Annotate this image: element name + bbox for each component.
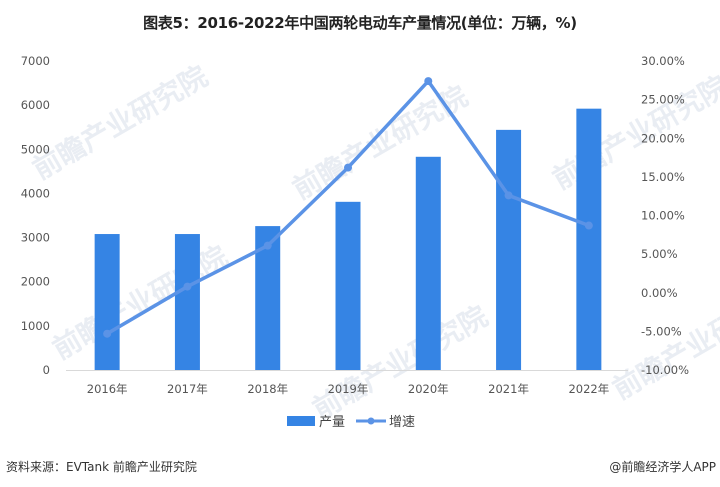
right-axis-tick: 10.00%	[641, 209, 685, 223]
growth-point	[263, 241, 272, 250]
left-axis-tick: 3000	[21, 231, 50, 245]
right-axis-tick: 0.00%	[641, 286, 678, 300]
left-axis-tick: 0	[43, 363, 50, 377]
x-axis-tick: 2021年	[488, 382, 529, 396]
left-axis: 0 1000 2000 3000 4000 5000 6000 7000	[21, 54, 50, 377]
watermark-text: 前瞻产业研究院	[27, 59, 213, 186]
bar-series-production	[94, 108, 602, 370]
right-axis-tick: 20.00%	[641, 131, 685, 145]
legend-line-label: 增速	[389, 415, 415, 430]
x-axis-tick: 2016年	[87, 382, 128, 396]
legend-bar-swatch	[287, 416, 315, 426]
left-axis-tick: 5000	[21, 142, 50, 156]
chart-title: 图表5：2016-2022年中国两轮电动车产量情况(单位：万辆，%)	[143, 14, 577, 32]
bar	[335, 201, 361, 370]
right-axis-tick: 5.00%	[641, 247, 678, 261]
watermark-layer: 前瞻产业研究院 前瞻产业研究院前瞻产业研究院前瞻产业研究院前瞻产业研究院前瞻产业研…	[27, 59, 720, 426]
watermark-text: 前瞻产业研究院	[47, 239, 233, 366]
right-axis-tick: -5.00%	[641, 324, 682, 338]
growth-point	[504, 191, 513, 200]
legend-bar-label: 产量	[319, 415, 345, 430]
bar	[496, 129, 522, 370]
bar	[174, 234, 200, 370]
x-axis-tick: 2017年	[167, 382, 208, 396]
left-axis-tick: 1000	[21, 319, 50, 333]
watermark-text: 前瞻产业研究院	[307, 299, 493, 426]
right-axis-tick: 30.00%	[641, 54, 685, 68]
growth-point	[344, 163, 352, 172]
line-series-growth	[103, 77, 593, 338]
watermark-text: 前瞻产业研究院	[547, 69, 720, 196]
left-axis-tick: 4000	[21, 186, 50, 200]
growth-point	[183, 282, 192, 291]
x-axis-tick: 2019年	[328, 382, 369, 396]
bar	[576, 108, 602, 370]
right-axis-tick: 25.00%	[641, 93, 685, 107]
legend-line-marker	[367, 417, 375, 425]
x-axis-tick: 2020年	[408, 382, 449, 396]
watermark-text: 前瞻产业研究院	[287, 79, 473, 206]
growth-point	[103, 329, 112, 338]
x-axis: 2016年 2017年 2018年 2019年 2020年 2021年 2022年	[87, 382, 609, 396]
right-axis-tick: 15.00%	[641, 170, 685, 184]
left-axis-tick: 6000	[21, 98, 50, 112]
x-axis-tick: 2022年	[568, 382, 609, 396]
right-axis: -10.00% -5.00% 0.00% 5.00% 10.00% 15.00% 20.00…	[641, 54, 689, 377]
bar	[94, 234, 120, 370]
legend: 产量 增速	[287, 415, 415, 430]
bar	[415, 156, 441, 370]
left-axis-tick: 2000	[21, 275, 50, 289]
x-axis-tick: 2018年	[247, 382, 288, 396]
credit-note: @前瞻经济学人APP	[609, 460, 716, 474]
right-axis-tick: -10.00%	[641, 363, 689, 377]
left-axis-tick: 7000	[21, 54, 50, 68]
growth-point	[584, 221, 593, 230]
growth-point	[424, 77, 433, 86]
source-note: 资料来源：EVTank 前瞻产业研究院	[6, 460, 197, 474]
